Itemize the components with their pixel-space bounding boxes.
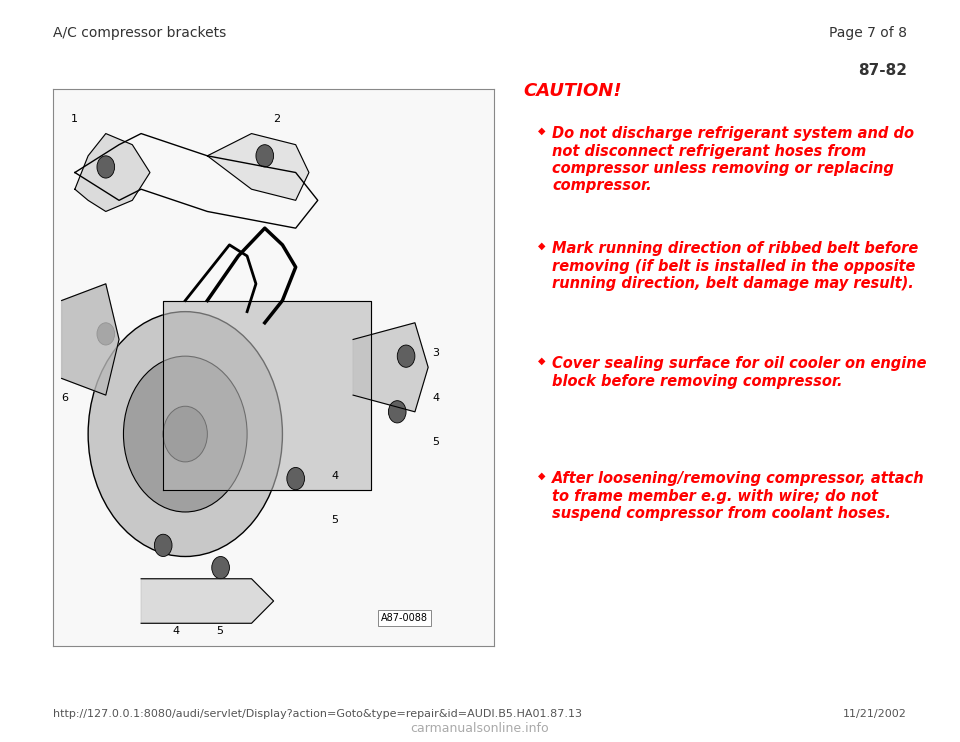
Text: Page 7 of 8: Page 7 of 8 (829, 26, 907, 40)
Text: 4: 4 (331, 470, 338, 481)
Circle shape (287, 467, 304, 490)
Polygon shape (141, 579, 274, 623)
Circle shape (97, 156, 114, 178)
Text: 11/21/2002: 11/21/2002 (843, 709, 907, 718)
Text: CAUTION!: CAUTION! (523, 82, 622, 99)
Circle shape (397, 345, 415, 367)
Text: http://127.0.0.1:8080/audi/servlet/Display?action=Goto&type=repair&id=AUDI.B5.HA: http://127.0.0.1:8080/audi/servlet/Displ… (53, 709, 582, 718)
Text: Cover sealing surface for oil cooler on engine
block before removing compressor.: Cover sealing surface for oil cooler on … (552, 356, 926, 389)
Circle shape (212, 556, 229, 579)
Text: 87-82: 87-82 (858, 63, 907, 78)
Text: ◆: ◆ (538, 356, 545, 366)
Text: Do not discharge refrigerant system and do
not disconnect refrigerant hoses from: Do not discharge refrigerant system and … (552, 126, 914, 194)
Polygon shape (61, 283, 119, 395)
Text: 5: 5 (331, 515, 338, 525)
Text: 5: 5 (433, 437, 440, 447)
Text: 5: 5 (216, 626, 223, 637)
Text: carmanualsonline.info: carmanualsonline.info (411, 721, 549, 735)
Polygon shape (75, 134, 150, 211)
Circle shape (88, 312, 282, 556)
Text: 4: 4 (172, 626, 180, 637)
Text: 6: 6 (61, 393, 68, 403)
Text: ◆: ◆ (538, 471, 545, 481)
Text: Mark running direction of ribbed belt before
removing (if belt is installed in t: Mark running direction of ribbed belt be… (552, 241, 919, 291)
Polygon shape (163, 301, 371, 490)
Circle shape (155, 534, 172, 556)
Text: 1: 1 (70, 114, 78, 125)
Polygon shape (353, 323, 428, 412)
Text: 2: 2 (274, 114, 280, 125)
Polygon shape (207, 134, 309, 200)
Text: After loosening/removing compressor, attach
to frame member e.g. with wire; do n: After loosening/removing compressor, att… (552, 471, 924, 521)
Circle shape (124, 356, 247, 512)
Text: A87-0088: A87-0088 (381, 614, 428, 623)
Circle shape (163, 407, 207, 462)
Circle shape (389, 401, 406, 423)
Text: ◆: ◆ (538, 241, 545, 251)
Text: A/C compressor brackets: A/C compressor brackets (53, 26, 226, 40)
Text: 4: 4 (433, 393, 440, 403)
Circle shape (97, 323, 114, 345)
Circle shape (256, 145, 274, 167)
Text: 3: 3 (433, 348, 440, 358)
Text: ◆: ◆ (538, 126, 545, 136)
